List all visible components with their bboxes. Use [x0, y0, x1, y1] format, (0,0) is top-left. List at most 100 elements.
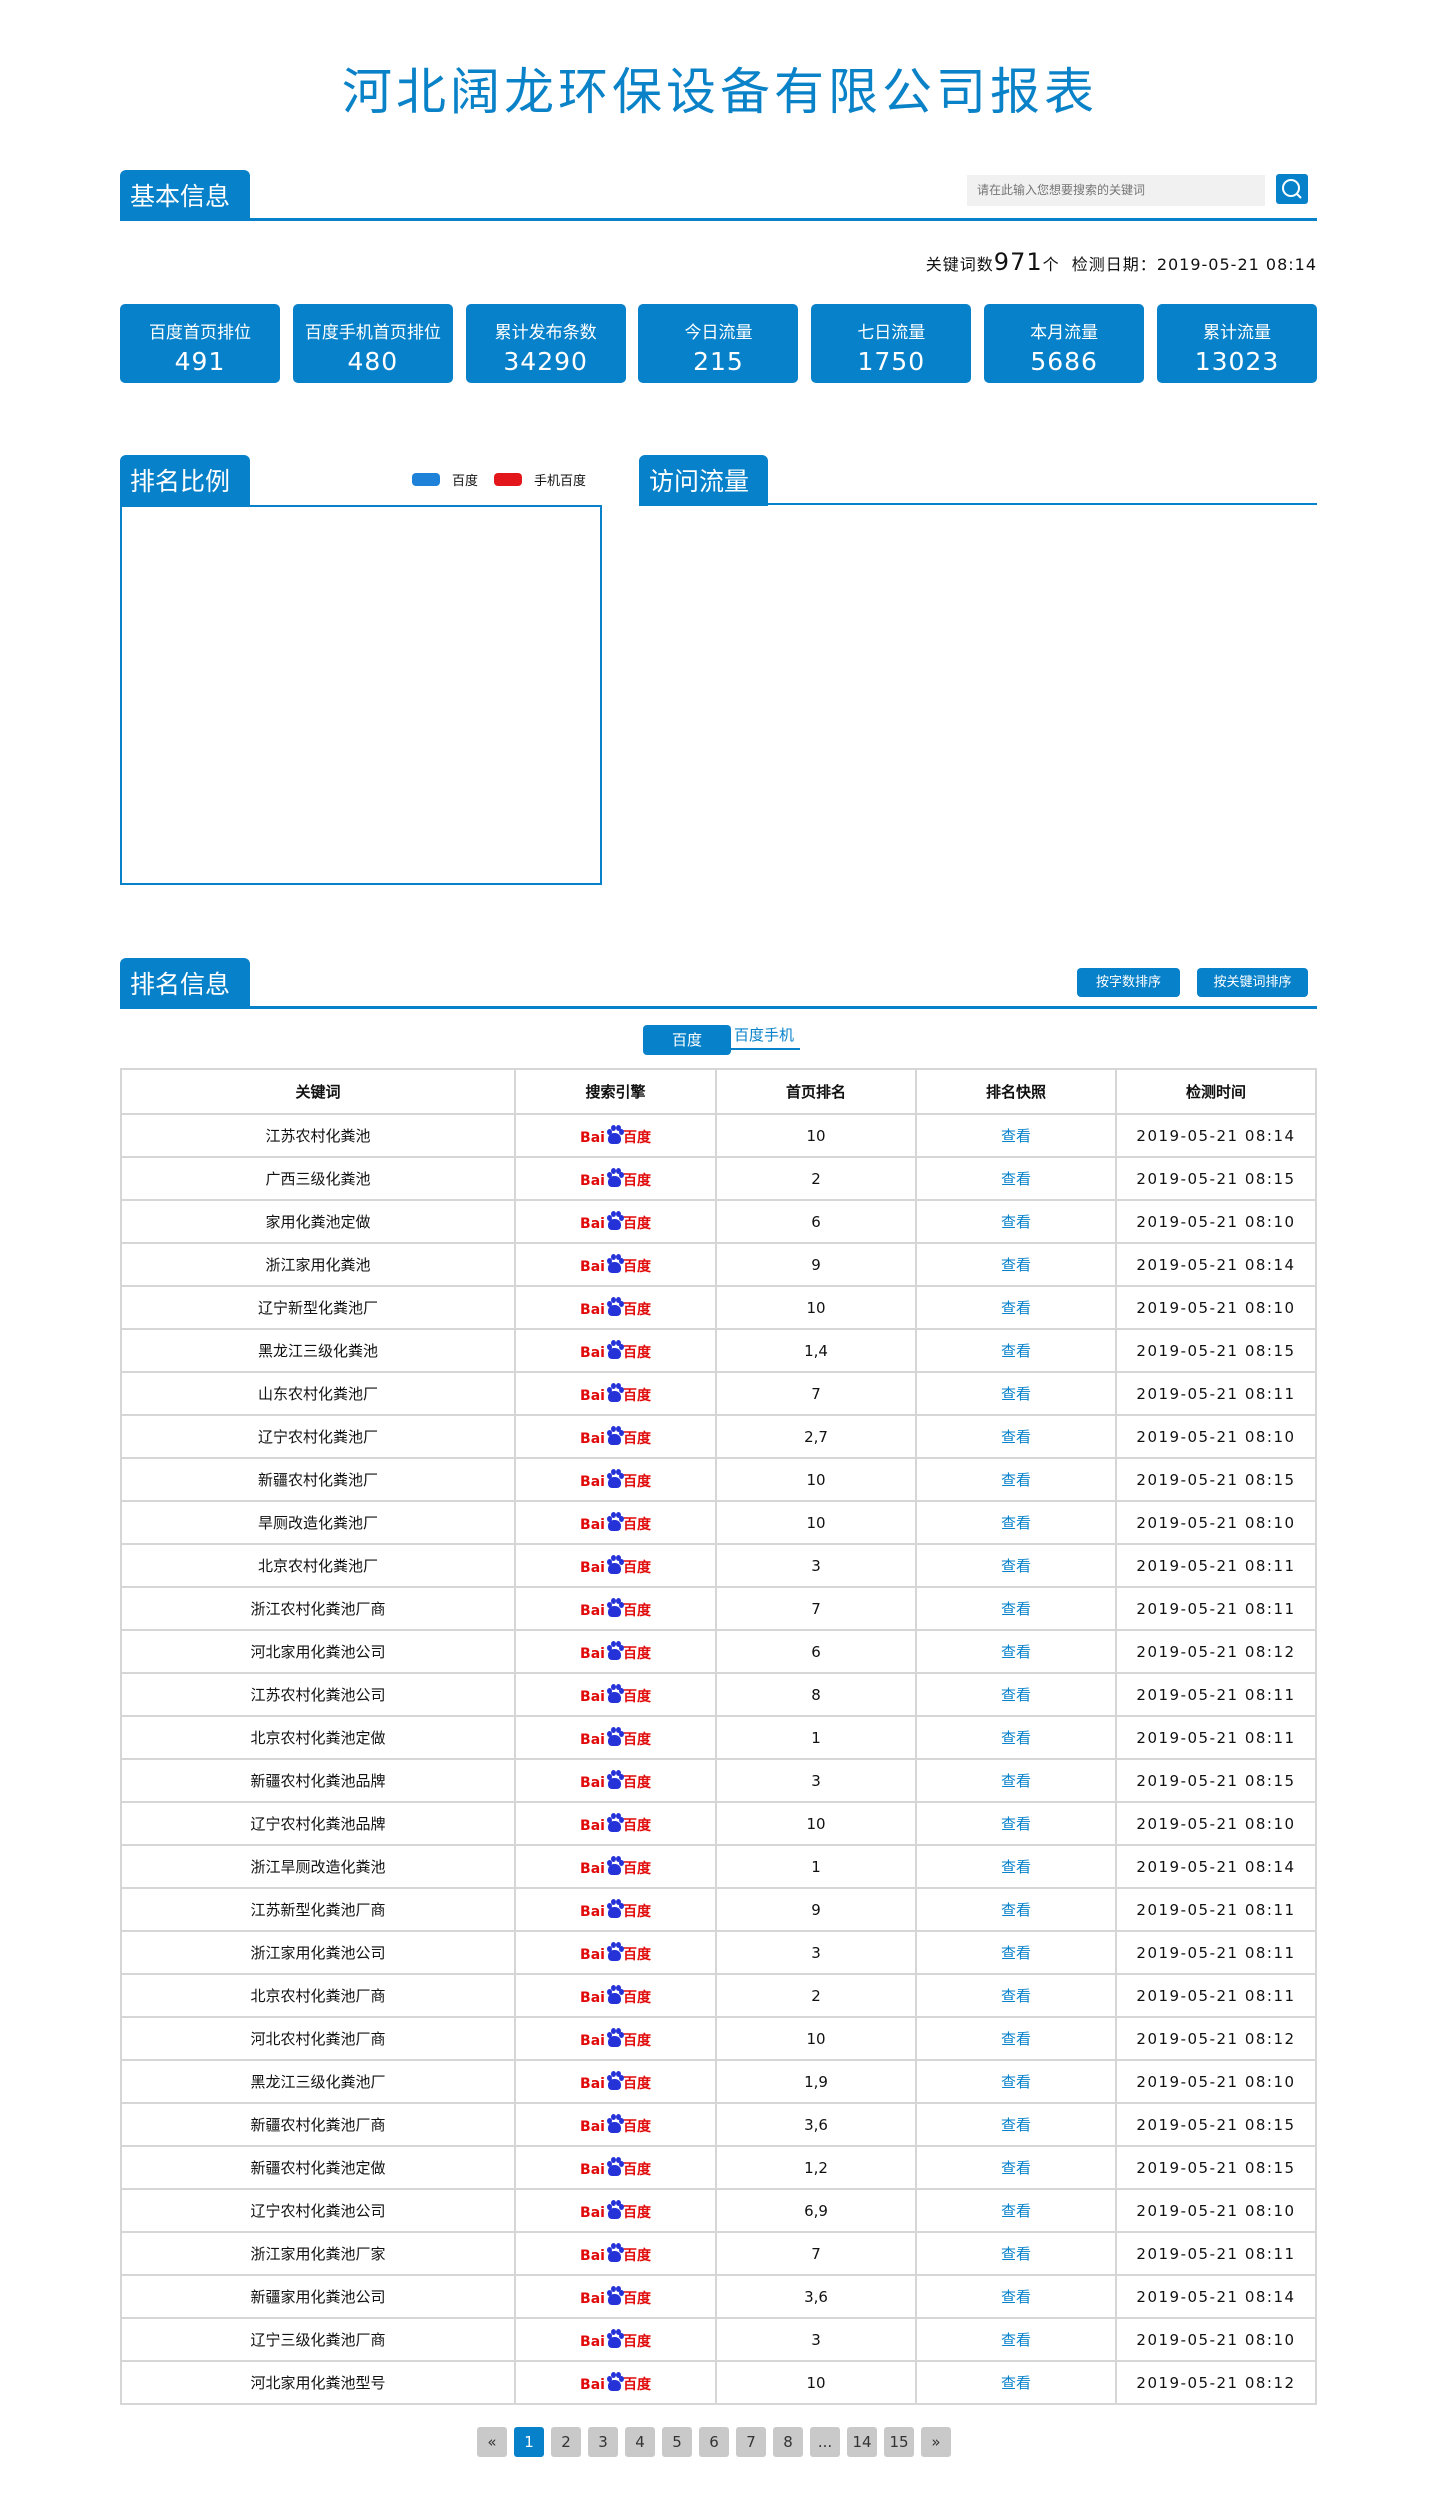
stat-value: 5686 — [1030, 347, 1098, 376]
snapshot-cell: 查看 — [915, 2059, 1117, 2104]
page-button[interactable]: » — [921, 2427, 951, 2457]
search-input[interactable] — [967, 175, 1265, 206]
view-snapshot-link[interactable]: 查看 — [1000, 2073, 1031, 2091]
col-engine: 搜索引擎 — [514, 1068, 717, 1115]
view-snapshot-link[interactable]: 查看 — [1000, 2245, 1031, 2263]
stat-card: 百度手机首页排位 480 — [292, 304, 453, 383]
logo-text: 百度 — [622, 2033, 651, 2049]
view-snapshot-link[interactable]: 查看 — [1000, 1299, 1031, 1317]
rank-cell: 3,6 — [715, 2274, 917, 2319]
time-cell: 2019-05-21 08:10 — [1115, 2059, 1317, 2104]
sort-by-count-button[interactable]: 按字数排序 — [1077, 968, 1180, 997]
view-snapshot-link[interactable]: 查看 — [1000, 1428, 1031, 1446]
stat-card: 百度首页排位 491 — [120, 304, 280, 383]
snapshot-cell: 查看 — [915, 1113, 1117, 1158]
view-snapshot-link[interactable]: 查看 — [1000, 1213, 1031, 1231]
time-cell: 2019-05-21 08:14 — [1115, 1113, 1317, 1158]
subtab-baidu[interactable]: 百度 — [643, 1025, 731, 1055]
view-snapshot-link[interactable]: 查看 — [1000, 2159, 1031, 2177]
baidu-logo: Bai 百度 — [580, 2200, 651, 2220]
view-snapshot-link[interactable]: 查看 — [1000, 1514, 1031, 1532]
view-snapshot-link[interactable]: 查看 — [1000, 1127, 1031, 1145]
logo-text: 百度 — [622, 1302, 651, 1318]
page-button[interactable]: 2 — [551, 2427, 581, 2457]
view-snapshot-link[interactable]: 查看 — [1000, 1471, 1031, 1489]
view-snapshot-link[interactable]: 查看 — [1000, 1385, 1031, 1403]
engine-cell: Bai 百度 — [514, 1199, 717, 1244]
page-button[interactable]: 4 — [625, 2427, 655, 2457]
subtab-baidu-mobile[interactable]: 百度手机 — [728, 1020, 800, 1050]
paw-icon — [606, 1168, 624, 1188]
page-button[interactable]: 6 — [699, 2427, 729, 2457]
paw-icon — [606, 1297, 624, 1317]
logo-text: 百度 — [622, 1173, 651, 1189]
baidu-logo: Bai 百度 — [580, 1512, 651, 1532]
logo-text: Bai — [580, 1345, 605, 1361]
table-row: 山东农村化粪池厂 Bai 百度 7 查看 2019-05-21 08:11 — [120, 1371, 1317, 1416]
logo-text: Bai — [580, 1431, 605, 1447]
view-snapshot-link[interactable]: 查看 — [1000, 2030, 1031, 2048]
time-cell: 2019-05-21 08:14 — [1115, 2274, 1317, 2319]
view-snapshot-link[interactable]: 查看 — [1000, 1342, 1031, 1360]
legend-swatch-baidu — [412, 473, 440, 486]
baidu-logo: Bai 百度 — [580, 1383, 651, 1403]
logo-text: 百度 — [622, 1216, 651, 1232]
paw-icon — [606, 1899, 624, 1919]
page-button[interactable]: 1 — [514, 2427, 544, 2457]
logo-text: 百度 — [622, 1818, 651, 1834]
logo-text: 百度 — [622, 1904, 651, 1920]
logo-text: 百度 — [622, 2076, 651, 2092]
logo-text: Bai — [580, 2248, 605, 2264]
page-button[interactable]: 14 — [847, 2427, 877, 2457]
table-row: 河北家用化粪池公司 Bai 百度 6 查看 2019-05-21 08:12 — [120, 1629, 1317, 1674]
keyword-count-unit: 个 — [1042, 255, 1060, 274]
view-snapshot-link[interactable]: 查看 — [1000, 1858, 1031, 1876]
view-snapshot-link[interactable]: 查看 — [1000, 1987, 1031, 2005]
snapshot-cell: 查看 — [915, 2016, 1117, 2061]
logo-text: 百度 — [622, 1947, 651, 1963]
view-snapshot-link[interactable]: 查看 — [1000, 1643, 1031, 1661]
page-button[interactable]: 7 — [736, 2427, 766, 2457]
view-snapshot-link[interactable]: 查看 — [1000, 2331, 1031, 2349]
view-snapshot-link[interactable]: 查看 — [1000, 1815, 1031, 1833]
view-snapshot-link[interactable]: 查看 — [1000, 1944, 1031, 1962]
snapshot-cell: 查看 — [915, 1758, 1117, 1803]
sort-by-keyword-button[interactable]: 按关键词排序 — [1197, 968, 1308, 997]
paw-icon — [606, 2071, 624, 2091]
baidu-logo: Bai 百度 — [580, 1684, 651, 1704]
baidu-logo: Bai 百度 — [580, 1555, 651, 1575]
stat-value: 480 — [347, 347, 399, 376]
snapshot-cell: 查看 — [915, 2360, 1117, 2405]
view-snapshot-link[interactable]: 查看 — [1000, 1686, 1031, 1704]
search-button[interactable] — [1276, 174, 1308, 204]
view-snapshot-link[interactable]: 查看 — [1000, 2288, 1031, 2306]
engine-cell: Bai 百度 — [514, 2102, 717, 2147]
view-snapshot-link[interactable]: 查看 — [1000, 1729, 1031, 1747]
time-cell: 2019-05-21 08:15 — [1115, 1457, 1317, 1502]
view-snapshot-link[interactable]: 查看 — [1000, 1901, 1031, 1919]
time-cell: 2019-05-21 08:15 — [1115, 2102, 1317, 2147]
view-snapshot-link[interactable]: 查看 — [1000, 2202, 1031, 2220]
view-snapshot-link[interactable]: 查看 — [1000, 1170, 1031, 1188]
check-date: 2019-05-21 08:14 — [1156, 255, 1317, 274]
engine-cell: Bai 百度 — [514, 1414, 717, 1459]
time-cell: 2019-05-21 08:12 — [1115, 2016, 1317, 2061]
page-button[interactable]: « — [477, 2427, 507, 2457]
paw-icon — [606, 1469, 624, 1489]
page-button[interactable]: 3 — [588, 2427, 618, 2457]
page-button[interactable]: ... — [810, 2427, 840, 2457]
page-button[interactable]: 15 — [884, 2427, 914, 2457]
view-snapshot-link[interactable]: 查看 — [1000, 2374, 1031, 2392]
page-button[interactable]: 8 — [773, 2427, 803, 2457]
paw-icon — [606, 1426, 624, 1446]
rank-cell: 6 — [715, 1629, 917, 1674]
view-snapshot-link[interactable]: 查看 — [1000, 1600, 1031, 1618]
view-snapshot-link[interactable]: 查看 — [1000, 1256, 1031, 1274]
logo-text: 百度 — [622, 1689, 651, 1705]
view-snapshot-link[interactable]: 查看 — [1000, 1772, 1031, 1790]
page-button[interactable]: 5 — [662, 2427, 692, 2457]
engine-cell: Bai 百度 — [514, 1801, 717, 1846]
view-snapshot-link[interactable]: 查看 — [1000, 1557, 1031, 1575]
rank-cell: 10 — [715, 2360, 917, 2405]
view-snapshot-link[interactable]: 查看 — [1000, 2116, 1031, 2134]
